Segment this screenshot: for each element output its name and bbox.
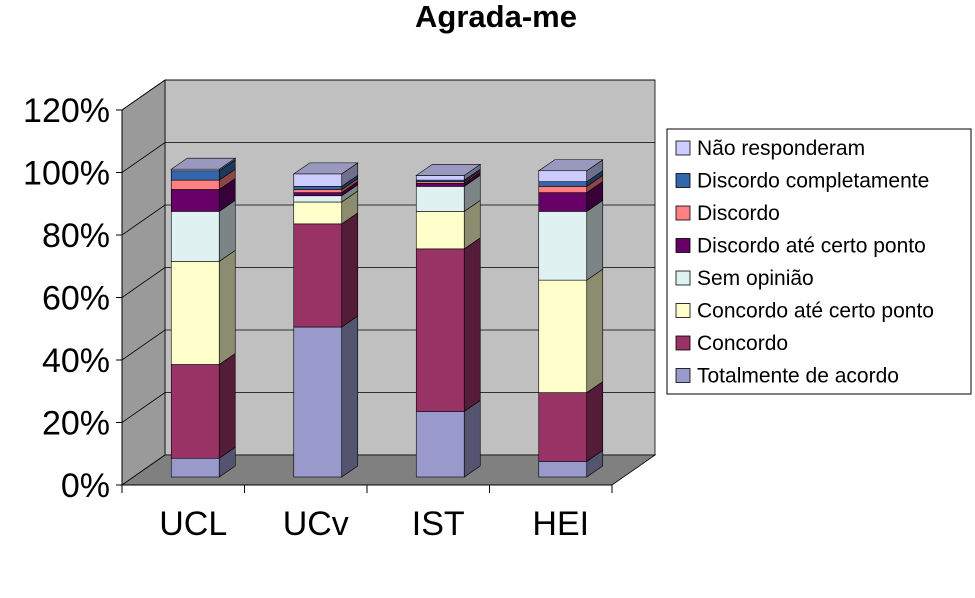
- legend-box: [666, 128, 972, 395]
- legend-swatch: [675, 303, 691, 318]
- bar-segment-side: [341, 212, 359, 328]
- bar-segment: [293, 189, 343, 193]
- bar-segment: [293, 192, 343, 197]
- bar-segment: [415, 175, 465, 181]
- legend-item: Concordo: [675, 332, 788, 355]
- bars: [170, 157, 604, 478]
- legend-swatch: [675, 368, 691, 383]
- legend-swatch: [675, 270, 691, 286]
- gridline: [121, 204, 655, 236]
- bar-segment: [415, 211, 465, 250]
- bar-top: [537, 159, 604, 172]
- legend-item: Sem opinião: [675, 267, 814, 290]
- bar-segment-side: [341, 315, 359, 478]
- bar-segment-side: [586, 268, 604, 394]
- legend-label: Discordo: [697, 202, 780, 225]
- y-tick-label: 60%: [42, 280, 110, 318]
- bar-segment-side: [218, 249, 236, 366]
- bar-segment: [293, 186, 343, 190]
- x-tick-label: IST: [412, 505, 465, 543]
- bar-segment: [415, 411, 465, 478]
- y-tick-label: 80%: [42, 217, 110, 255]
- bar-segment: [538, 170, 588, 182]
- bar-segment: [293, 173, 343, 187]
- bar-segment: [538, 392, 588, 462]
- gridline: [121, 392, 655, 423]
- gridlines: [121, 79, 655, 423]
- bar-segment: [170, 189, 220, 212]
- x-tick-label: UCL: [159, 505, 227, 543]
- gridline: [121, 142, 655, 173]
- bar-segment-side: [463, 237, 481, 412]
- legend-label: Concordo: [697, 332, 788, 355]
- legend-item: Discordo: [675, 202, 780, 225]
- chart-title: Agrada-me: [415, 0, 577, 34]
- bar-segment: [538, 186, 588, 193]
- y-axis: 0% 20% 40% 60% 80% 100% 120%: [23, 92, 123, 505]
- bar-segment: [415, 182, 465, 187]
- bar-segment-side: [463, 399, 481, 478]
- legend-label: Discordo completamente: [697, 170, 929, 193]
- bar-segment: [538, 211, 588, 281]
- legend-label: Sem opinião: [697, 267, 814, 290]
- bar-group-ist: [415, 163, 482, 478]
- bar-segment: [538, 181, 588, 187]
- y-tick-label: 120%: [23, 92, 110, 130]
- bar-segment: [538, 192, 588, 212]
- legend-item: Não responderam: [675, 137, 865, 160]
- y-tick-label: 40%: [42, 342, 110, 380]
- legend-swatch: [675, 140, 691, 156]
- legend-swatch: [675, 238, 691, 253]
- x-tick-label: HEI: [532, 505, 589, 543]
- x-axis: UCL UCv IST HEI: [121, 484, 613, 543]
- x-tick-label: UCv: [283, 505, 349, 543]
- bar-segment-side: [218, 352, 236, 459]
- gridline: [121, 79, 655, 111]
- bar-group-ucl: [170, 157, 237, 478]
- legend-swatch: [675, 173, 691, 188]
- bar-segment: [293, 223, 343, 328]
- bar-segment: [293, 326, 343, 478]
- bar-segment-side: [586, 381, 604, 462]
- bar-segment: [170, 364, 220, 459]
- gridline: [121, 329, 655, 361]
- bar-segment: [538, 279, 588, 393]
- bar-group-ucv: [292, 162, 359, 478]
- bar-segment: [415, 248, 465, 412]
- legend-label: Concordo até certo ponto: [697, 300, 934, 323]
- legend-label: Totalmente de acordo: [697, 365, 899, 388]
- bar-segment: [170, 261, 220, 365]
- bar-segment-side: [586, 199, 604, 281]
- legend-item: Discordo completamente: [675, 170, 929, 193]
- bar-segment: [170, 457, 220, 478]
- bar-segment: [293, 195, 343, 203]
- y-tick-label: 20%: [42, 405, 110, 443]
- bar-segment: [170, 170, 220, 181]
- bar-segment: [170, 179, 220, 190]
- bar-top: [292, 162, 359, 175]
- bar-top: [415, 164, 482, 176]
- bar-segment: [415, 186, 465, 212]
- legend-swatch: [675, 335, 691, 351]
- bar-top: [170, 157, 237, 170]
- gridline: [121, 267, 655, 298]
- legend-swatch: [675, 205, 691, 221]
- legend-item: Discordo até certo ponto: [675, 235, 926, 258]
- legend: Não responderam Discordo completamente Dis…: [666, 128, 972, 395]
- legend-item: Totalmente de acordo: [675, 365, 899, 388]
- y-tick-label: 100%: [23, 155, 110, 193]
- legend-label: Não responderam: [697, 137, 865, 160]
- legend-label: Discordo até certo ponto: [697, 235, 926, 258]
- bar-segment: [538, 461, 588, 478]
- bar-segment: [293, 201, 343, 225]
- bar-segment: [170, 211, 220, 262]
- y-tick-label: 0%: [61, 467, 110, 505]
- bar-group-hei: [537, 159, 604, 478]
- legend-item: Concordo até certo ponto: [675, 300, 934, 323]
